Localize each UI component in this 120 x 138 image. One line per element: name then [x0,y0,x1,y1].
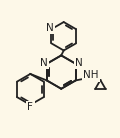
Text: N: N [75,58,83,67]
Text: NH: NH [83,71,99,80]
Text: N: N [40,58,48,67]
Text: N: N [46,23,54,33]
Text: F: F [27,102,33,112]
